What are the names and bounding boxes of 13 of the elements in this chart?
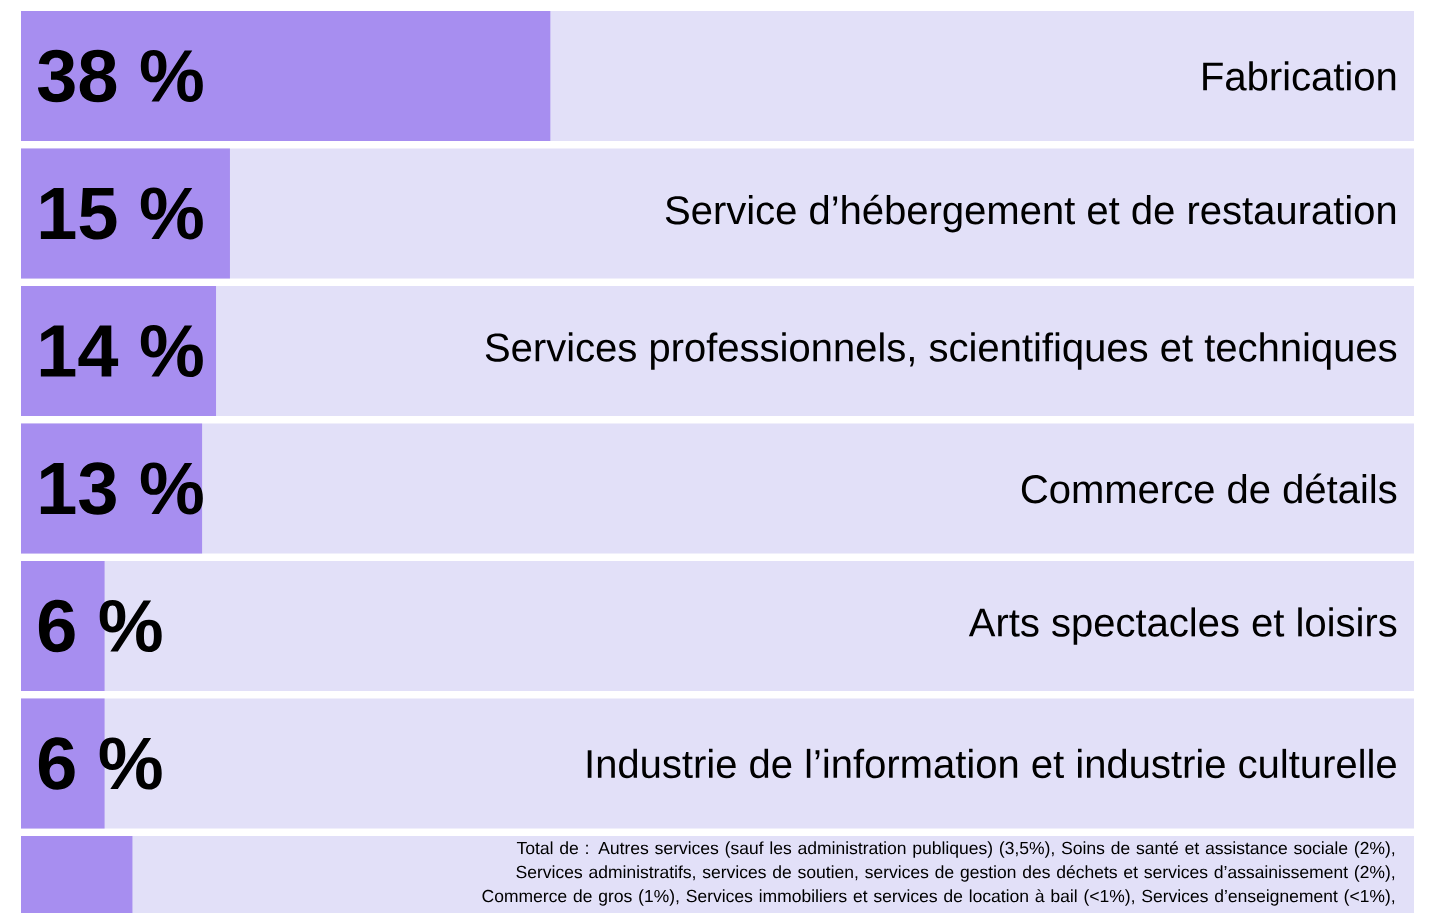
y-tick-label: Commerce de détails <box>1021 473 1397 504</box>
y-tick-label: Fabrication <box>1203 61 1396 91</box>
y-tick-label: Industrie de l’information et industrie culturelle <box>587 748 1396 779</box>
data-label: 38 % <box>37 49 203 103</box>
data-label: 13 % <box>40 462 203 515</box>
y-tick-label: Service d’hébergement et de restauration <box>665 194 1396 233</box>
y-tick-label: Services professionnels, scientifiques et techniques <box>485 332 1397 370</box>
data-label: 14 % <box>40 324 203 378</box>
data-label: 6 % <box>38 737 162 790</box>
data-label: 15 % <box>40 187 203 240</box>
data-label: 6 % <box>38 599 162 653</box>
y-tick-label: Arts spectacles et loisirs <box>968 607 1397 645</box>
annotation: Total de : Autres services (sauf les administration publiques) (3,5%), Soins de santé et assistance sociale (2%), Services administratifs, services de soutien, services de gestion des déchets et services d’assainissement (2%), Commerce de gros (1%), Services immobiliers et services de location à bail (<1%), Services d’enseignement (<1%), <box>482 841 1395 906</box>
